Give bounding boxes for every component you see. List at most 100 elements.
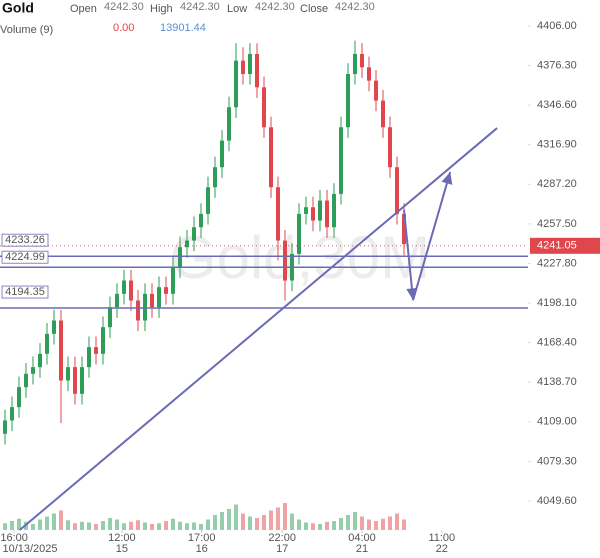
date-label: 16: [196, 543, 208, 555]
candle-body: [318, 200, 322, 221]
level-label-box: [1, 250, 49, 264]
date-label: 17: [276, 543, 288, 555]
x-tick-label: 11:00: [428, 532, 455, 544]
date-label: 10/13/2025: [2, 543, 57, 555]
candle-body: [395, 167, 399, 214]
y-tick-label: 4376.30: [537, 59, 577, 71]
volume-bar: [45, 516, 49, 530]
volume-bar: [206, 519, 210, 530]
candle-body: [129, 280, 133, 301]
volume-bar: [402, 519, 406, 530]
header-label: Low: [227, 3, 247, 15]
volume-bar: [178, 521, 182, 530]
candle-body: [178, 247, 182, 268]
y-tick-label: 4257.50: [537, 218, 577, 230]
candle-body: [122, 280, 126, 294]
candle-body: [325, 200, 329, 228]
level-label: 4194.35: [5, 286, 45, 298]
candle-body: [213, 167, 217, 188]
y-tick-label: 4346.60: [537, 99, 577, 111]
volume-bar: [164, 521, 168, 530]
volume-bar: [262, 515, 266, 530]
candle-body: [339, 127, 343, 194]
volume-bar: [80, 521, 84, 530]
level-label: 4233.26: [5, 234, 45, 246]
header-value: 4242.30: [104, 1, 144, 13]
x-tick-label: 22:00: [268, 532, 296, 544]
volume-bar: [332, 521, 336, 530]
candle-body: [283, 240, 287, 281]
candle-body: [269, 127, 273, 188]
volume-bar: [101, 521, 105, 530]
last-price-box: [530, 237, 600, 254]
candle-body: [73, 367, 77, 394]
x-tick-label: 17:00: [188, 532, 216, 544]
volume-bar: [59, 510, 63, 530]
volume-bar: [122, 523, 126, 530]
volume-bar: [157, 523, 161, 530]
volume-bar: [388, 516, 392, 530]
y-tick-label: 4109.00: [537, 416, 577, 428]
header-value: 4242.30: [335, 1, 375, 13]
volume-bar: [185, 523, 189, 530]
volume-bar: [171, 518, 175, 530]
candle-body: [94, 347, 98, 354]
trend-line: [19, 127, 498, 531]
candle-body: [52, 320, 56, 334]
candle-body: [332, 193, 336, 228]
candle-body: [346, 73, 350, 128]
volume-bar: [269, 510, 273, 530]
candle-body: [206, 187, 210, 214]
header-label: High: [150, 3, 173, 15]
candle-body: [24, 373, 28, 388]
header-value: 4242.30: [255, 1, 295, 13]
volume-bar: [129, 521, 133, 530]
x-tick-label: 12:00: [108, 532, 136, 544]
volume-bar: [220, 512, 224, 530]
volume-bar: [367, 519, 371, 530]
volume-bar: [276, 507, 280, 530]
volume-bar: [360, 516, 364, 530]
volume-bar: [395, 513, 399, 530]
date-label: 22: [436, 543, 448, 555]
header-label: Open: [70, 3, 97, 15]
level-label: 4224.99: [5, 251, 45, 263]
candle-body: [38, 353, 42, 368]
candle-body: [66, 367, 70, 381]
candle-body: [3, 420, 7, 434]
y-tick-label: 4287.20: [537, 178, 577, 190]
volume-bar: [339, 518, 343, 530]
candle-body: [241, 60, 245, 74]
volume-bar: [283, 503, 287, 530]
candle-body: [199, 213, 203, 228]
volume-bar: [311, 523, 315, 530]
volume-bar: [248, 516, 252, 530]
volume-bar: [10, 521, 14, 530]
candle-body: [17, 387, 21, 408]
volume-bar: [136, 520, 140, 530]
candle-body: [10, 407, 14, 421]
date-label: 15: [116, 543, 128, 555]
volume-bar: [255, 518, 259, 530]
volume-bar: [234, 504, 238, 530]
volume-bar: [3, 523, 7, 530]
candle-body: [311, 207, 315, 221]
candle-body: [185, 240, 189, 248]
symbol: Gold: [2, 0, 34, 16]
volume-value: 13901.44: [160, 22, 206, 34]
last-price-label: 4241.05: [537, 240, 577, 252]
volume-label: Volume (9): [0, 24, 53, 36]
volume-bar: [31, 524, 35, 530]
candle-body: [248, 53, 252, 74]
candle-body: [255, 53, 259, 88]
volume-bar: [73, 523, 77, 530]
candle-body: [59, 320, 63, 381]
candle-body: [171, 267, 175, 294]
candle-body: [262, 87, 266, 128]
volume-bar: [318, 524, 322, 530]
y-tick-label: 4406.00: [537, 20, 577, 32]
y-tick-label: 4138.70: [537, 376, 577, 388]
volume-bar: [52, 513, 56, 530]
volume-bar: [297, 519, 301, 530]
